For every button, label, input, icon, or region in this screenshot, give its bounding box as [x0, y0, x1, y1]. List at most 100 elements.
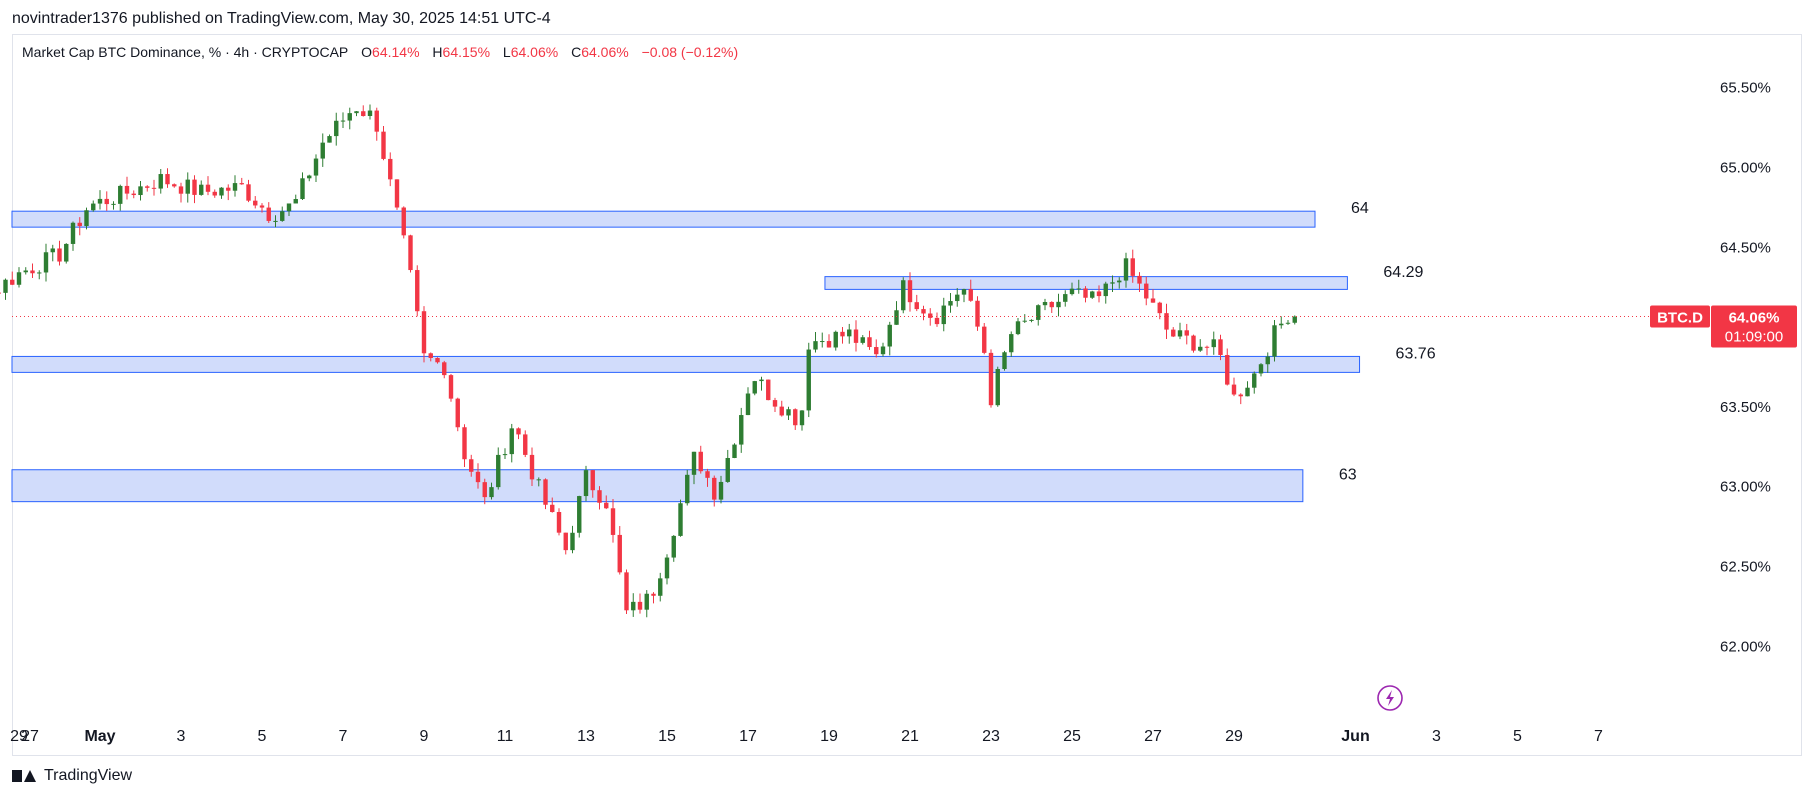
- candle-body: [361, 111, 366, 117]
- candle-body: [178, 186, 184, 194]
- candle-body: [1103, 283, 1108, 297]
- candle-body: [84, 210, 89, 227]
- candle-body: [718, 481, 724, 500]
- symbol-tag-label: BTC.D: [1657, 310, 1703, 327]
- candle-body: [111, 203, 116, 205]
- candle-body: [793, 409, 798, 426]
- candle-body: [1245, 387, 1250, 397]
- candle-body: [772, 400, 778, 407]
- candle-body: [509, 428, 514, 455]
- candle-body: [583, 470, 589, 497]
- y-tick-label: 65.00%: [1720, 160, 1771, 177]
- candle-body: [914, 302, 919, 310]
- candle-body: [1083, 288, 1088, 298]
- candle-body: [435, 357, 440, 363]
- x-tick-label: 3: [1432, 728, 1441, 745]
- candle-body: [1265, 356, 1270, 365]
- candle-body: [1164, 313, 1169, 330]
- y-tick-label: 62.50%: [1720, 559, 1771, 576]
- x-tick-label: 29: [10, 728, 28, 745]
- candle-body: [212, 191, 217, 196]
- chart-frame: [12, 34, 1802, 756]
- lightning-bolt-icon: [1377, 685, 1403, 711]
- tradingview-logo-icon: [12, 768, 38, 784]
- zone-box: [11, 469, 1304, 503]
- candle-body: [30, 270, 35, 274]
- y-tick-label: 62.00%: [1720, 638, 1771, 655]
- candle-body: [1049, 301, 1054, 308]
- y-tick-label: 65.50%: [1720, 80, 1771, 97]
- candle-body: [408, 235, 413, 271]
- candle-body: [712, 477, 717, 500]
- candle-body: [172, 184, 177, 187]
- candle-body: [577, 496, 582, 533]
- candle-body: [982, 326, 987, 353]
- candle-body: [232, 183, 238, 191]
- y-tick-label: 64.50%: [1720, 239, 1771, 256]
- footer-brand: TradingView: [44, 767, 133, 784]
- candle-body: [1042, 301, 1048, 306]
- legend-close-value: 64.06%: [581, 44, 629, 60]
- x-tick-label: Jun: [1341, 728, 1369, 745]
- candle-body: [590, 470, 595, 491]
- candle-body: [840, 331, 845, 337]
- x-tick-label: May: [84, 728, 115, 745]
- candle-body: [867, 337, 872, 348]
- candle-body: [455, 398, 460, 428]
- candle-body: [752, 381, 757, 394]
- candle-body: [806, 349, 811, 411]
- candle-body: [955, 294, 960, 302]
- candle-body: [860, 337, 865, 343]
- candle-body: [1225, 354, 1230, 385]
- candle-body: [901, 280, 906, 311]
- candle-body: [1036, 305, 1041, 320]
- candle-body: [894, 310, 899, 325]
- x-tick-label: 23: [982, 728, 1000, 745]
- candle-body: [239, 183, 244, 185]
- x-tick-label: 19: [820, 728, 838, 745]
- candle-body: [43, 252, 49, 273]
- candle-body: [847, 329, 852, 337]
- x-tick-label: 11: [497, 728, 514, 745]
- candle-body: [934, 317, 940, 325]
- candle-body: [1258, 364, 1264, 374]
- candle-body: [664, 557, 670, 579]
- x-tick-label: 7: [1594, 728, 1603, 745]
- candle-body: [1157, 302, 1162, 314]
- candle-body: [786, 409, 791, 416]
- x-tick-label: 5: [1513, 728, 1522, 745]
- candle-body: [266, 207, 271, 221]
- candle-body: [779, 406, 784, 416]
- candle-body: [1204, 346, 1210, 348]
- x-tick-label: 7: [339, 728, 348, 745]
- legend-low-label: L: [502, 44, 511, 60]
- current-price-tag: [1711, 305, 1797, 348]
- candle-body: [523, 434, 528, 455]
- legend-high-value: 64.15%: [442, 44, 491, 60]
- candle-body: [813, 341, 818, 350]
- candle-body: [1218, 339, 1223, 355]
- candle-body: [1292, 316, 1297, 323]
- legend-symbol[interactable]: Market Cap BTC Dominance, % · 4h · CRYPT…: [22, 44, 349, 60]
- legend-low-value: 64.06%: [510, 44, 559, 60]
- candle-body: [118, 185, 123, 204]
- candle-body: [671, 535, 676, 558]
- candle-body: [543, 479, 548, 505]
- candle-body: [1123, 258, 1129, 281]
- candle-body: [280, 211, 285, 221]
- candle-body: [631, 601, 636, 611]
- candle-body: [388, 158, 393, 180]
- candle-body: [489, 487, 494, 498]
- price-chart[interactable]: 64 64.29 63.76 63 65.50% 65.00% 64.50% 63.50% 63…: [0, 0, 1814, 760]
- candle-body: [1184, 330, 1189, 336]
- candle-body: [482, 482, 487, 498]
- candle-body: [968, 289, 973, 301]
- legend-change: −0.08 (−0.12%): [641, 44, 739, 60]
- candle-body: [394, 179, 400, 208]
- publish-info: novintrader1376 published on TradingView…: [12, 10, 551, 27]
- candle-body: [320, 142, 325, 159]
- candle-body: [1117, 280, 1122, 283]
- candle-body: [826, 341, 832, 348]
- candle-body: [739, 415, 744, 445]
- candle-body: [691, 451, 697, 475]
